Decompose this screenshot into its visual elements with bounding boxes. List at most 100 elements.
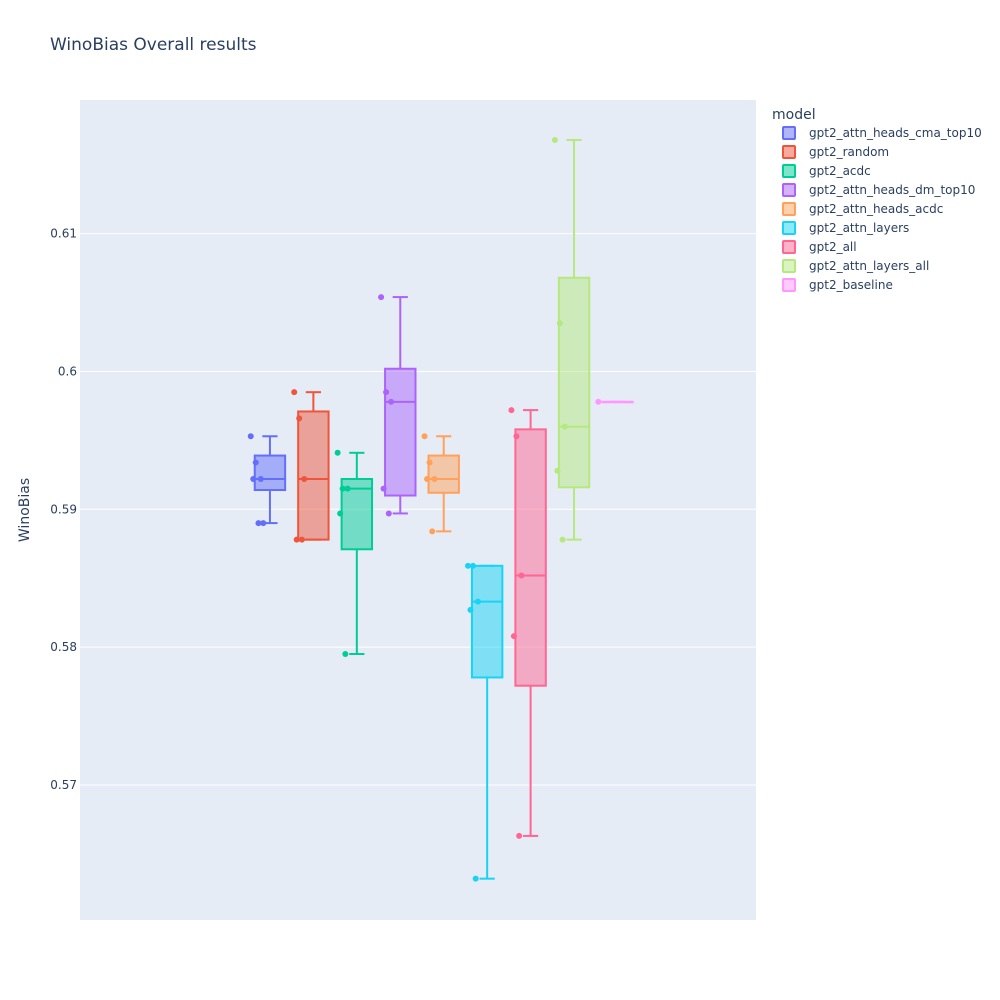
data-point (383, 389, 390, 396)
legend-label: gpt2_acdc (809, 164, 871, 178)
box-body (470, 564, 504, 679)
box-gpt2_random[interactable] (291, 389, 330, 543)
data-point (429, 528, 436, 535)
legend-item-gpt2_baseline[interactable]: gpt2_baseline (782, 278, 893, 292)
legend-label: gpt2_attn_heads_dm_top10 (809, 183, 975, 197)
data-point (426, 459, 433, 466)
box-gpt2_all[interactable] (508, 407, 547, 839)
legend-label: gpt2_attn_heads_acdc (809, 202, 943, 216)
y-axis-title: WinoBias (17, 478, 33, 542)
plot-area (80, 100, 756, 920)
box-body (557, 276, 591, 489)
data-point (260, 520, 267, 527)
box-body (514, 428, 547, 687)
legend-item-gpt2_attn_layers[interactable]: gpt2_attn_layers (782, 221, 909, 235)
data-point (378, 294, 385, 301)
legend-items[interactable]: gpt2_attn_heads_cma_top10 gpt2_random gpt2… (782, 126, 982, 292)
data-point (556, 320, 563, 327)
data-point (291, 389, 298, 396)
data-point (293, 536, 300, 543)
chart-title: WinoBias Overall results (50, 35, 257, 55)
legend-title: model (772, 107, 816, 123)
box-gpt2_attn_heads_dm_top10[interactable] (378, 294, 417, 517)
legend-item-gpt2_random[interactable]: gpt2_random (782, 145, 889, 159)
data-point (513, 433, 520, 440)
legend-item-gpt2_attn_heads_acdc[interactable]: gpt2_attn_heads_acdc (782, 202, 943, 216)
data-point (561, 423, 568, 430)
box-body (384, 367, 417, 497)
legend-label: gpt2_attn_layers_all (809, 259, 929, 273)
legend-label: gpt2_attn_heads_cma_top10 (809, 126, 982, 140)
data-point (252, 459, 259, 466)
boxes (247, 136, 634, 882)
legend-swatch (782, 126, 796, 140)
legend-label: gpt2_random (809, 145, 889, 159)
y-tick-label: 0.59 (50, 502, 77, 516)
data-point (298, 536, 305, 543)
data-point (464, 562, 471, 569)
legend-item-gpt2_all[interactable]: gpt2_all (782, 240, 857, 254)
data-point (388, 398, 395, 405)
data-point (385, 510, 392, 517)
legend-item-gpt2_acdc[interactable]: gpt2_acdc (782, 164, 871, 178)
box-gpt2_attn_heads_cma_top10[interactable] (247, 433, 287, 527)
data-point (339, 485, 346, 492)
legend-label: gpt2_attn_layers (809, 221, 909, 235)
box-gpt2_attn_layers[interactable] (464, 562, 504, 882)
data-point (467, 606, 474, 613)
data-point (421, 433, 428, 440)
data-point (296, 415, 303, 422)
data-point (250, 475, 257, 482)
data-point (334, 449, 341, 456)
data-point (472, 875, 479, 882)
data-point (431, 475, 438, 482)
data-point (508, 407, 515, 414)
data-point (595, 398, 602, 405)
data-point (380, 485, 387, 492)
data-point (247, 433, 254, 440)
data-point (255, 520, 262, 527)
data-point (474, 598, 481, 605)
legend-item-gpt2_attn_heads_dm_top10[interactable]: gpt2_attn_heads_dm_top10 (782, 183, 975, 197)
data-point (344, 485, 351, 492)
box-gpt2_attn_heads_acdc[interactable] (421, 433, 460, 535)
box-gpt2_acdc[interactable] (334, 449, 374, 658)
legend-swatch (782, 221, 796, 235)
legend-swatch (782, 145, 796, 159)
box-gpt2_baseline[interactable] (595, 398, 634, 405)
data-point (516, 832, 523, 839)
data-point (559, 536, 566, 543)
legend-item-gpt2_attn_layers_all[interactable]: gpt2_attn_layers_all (782, 259, 929, 273)
legend-swatch (782, 259, 796, 273)
box-gpt2_attn_layers_all[interactable] (551, 136, 591, 543)
legend-swatch (782, 164, 796, 178)
legend-swatch (782, 240, 796, 254)
legend-label: gpt2_baseline (809, 278, 893, 292)
legend-swatch (782, 183, 796, 197)
data-point (469, 562, 476, 569)
legend-label: gpt2_all (809, 240, 857, 254)
legend[interactable]: model gpt2_attn_heads_cma_top10 gpt2_rand… (772, 107, 982, 292)
box-body (253, 454, 287, 492)
y-tick-label: 0.57 (50, 778, 77, 792)
legend-item-gpt2_attn_heads_cma_top10[interactable]: gpt2_attn_heads_cma_top10 (782, 126, 982, 140)
legend-swatch (782, 202, 796, 216)
data-point (257, 475, 264, 482)
data-point (551, 136, 558, 143)
data-point (337, 510, 344, 517)
data-point (424, 475, 431, 482)
data-point (510, 633, 517, 640)
data-point (554, 467, 561, 474)
data-point (301, 475, 308, 482)
data-point (342, 651, 349, 658)
y-tick-label: 0.61 (50, 227, 77, 241)
y-tick-label: 0.6 (58, 364, 77, 378)
y-gridlines (80, 233, 756, 786)
legend-swatch (782, 278, 796, 292)
box-body (297, 410, 330, 541)
data-point (518, 572, 525, 579)
y-tick-labels: 0.57 0.58 0.59 0.6 0.61 (50, 227, 77, 792)
y-tick-label: 0.58 (50, 640, 77, 654)
box-body (427, 454, 460, 494)
